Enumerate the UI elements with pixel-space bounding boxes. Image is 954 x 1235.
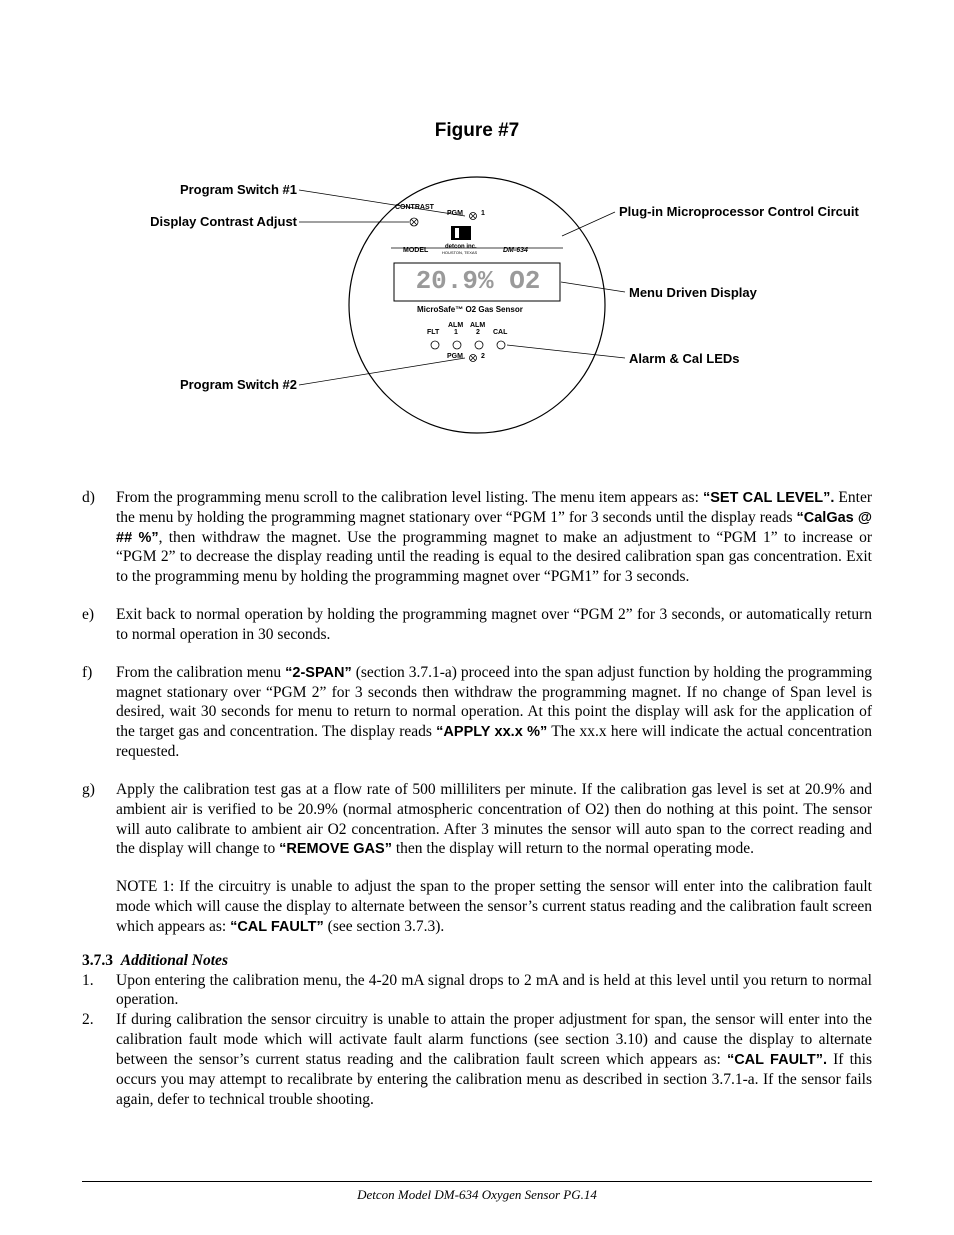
bold-text: “APPLY xx.x %” bbox=[436, 724, 547, 740]
label-alm2b: 2 bbox=[476, 329, 480, 336]
callout-plugin-circuit: Plug-in Microprocessor Control Circuit bbox=[619, 204, 859, 219]
item-f: f) From the calibration menu “2-SPAN” (s… bbox=[82, 663, 872, 762]
bold-text: “SET CAL LEVEL”. bbox=[703, 490, 834, 506]
bold-text: “CAL FAULT” bbox=[230, 919, 324, 935]
callout-prog-switch-1: Program Switch #1 bbox=[139, 182, 297, 197]
label-pgm1: PGM bbox=[447, 210, 463, 217]
text: (see section 3.7.3). bbox=[324, 918, 445, 935]
item-marker: d) bbox=[82, 488, 116, 587]
item-d: d) From the programming menu scroll to t… bbox=[82, 488, 872, 587]
note-1: NOTE 1: If the circuitry is unable to ad… bbox=[116, 877, 872, 936]
item-content: Exit back to normal operation by holding… bbox=[116, 605, 872, 645]
device-diagram: Program Switch #1 Display Contrast Adjus… bbox=[147, 148, 807, 448]
note-item-1: 1. Upon entering the calibration menu, t… bbox=[82, 971, 872, 1011]
section-heading: 3.7.3 Additional Notes bbox=[82, 951, 872, 971]
label-model-no: DM-634 bbox=[503, 247, 528, 254]
page-footer: Detcon Model DM-634 Oxygen Sensor PG.14 bbox=[82, 1181, 872, 1203]
text: Upon entering the calibration menu, the … bbox=[116, 972, 872, 1009]
label-pgm2-n: 2 bbox=[481, 353, 485, 360]
callout-menu-display: Menu Driven Display bbox=[629, 285, 757, 300]
label-contrast: CONTRAST bbox=[395, 204, 434, 211]
item-content: If during calibration the sensor circuit… bbox=[116, 1010, 872, 1109]
text: Exit back to normal operation by holding… bbox=[116, 606, 872, 643]
text: , then withdraw the magnet. Use the prog… bbox=[116, 529, 872, 586]
text: From the programming menu scroll to the … bbox=[116, 489, 703, 506]
label-alm1a: ALM bbox=[448, 322, 463, 329]
label-alm1b: 1 bbox=[454, 329, 458, 336]
bold-text: “2-SPAN” bbox=[285, 665, 352, 681]
callout-prog-switch-2: Program Switch #2 bbox=[139, 377, 297, 392]
label-pgm1-n: 1 bbox=[481, 210, 485, 217]
bold-text: “CAL FAULT”. bbox=[727, 1052, 827, 1068]
item-g: g) Apply the calibration test gas at a f… bbox=[82, 780, 872, 937]
callout-alarm-leds: Alarm & Cal LEDs bbox=[629, 351, 740, 366]
text: From the calibration menu bbox=[116, 664, 285, 681]
item-content: Upon entering the calibration menu, the … bbox=[116, 971, 872, 1011]
item-e: e) Exit back to normal operation by hold… bbox=[82, 605, 872, 645]
lcd-reading: 20.9% O2 bbox=[393, 266, 563, 296]
label-flt: FLT bbox=[427, 329, 439, 336]
item-content: From the calibration menu “2-SPAN” (sect… bbox=[116, 663, 872, 762]
label-model: MODEL bbox=[403, 247, 428, 254]
note-item-2: 2. If during calibration the sensor circ… bbox=[82, 1010, 872, 1109]
figure-title: Figure #7 bbox=[82, 120, 872, 142]
label-brand2: HOUSTON, TEXAS bbox=[442, 250, 477, 255]
text: then the display will return to the norm… bbox=[392, 840, 754, 857]
section-title: Additional Notes bbox=[121, 952, 228, 969]
label-pgm2: PGM bbox=[447, 353, 463, 360]
item-marker: 2. bbox=[82, 1010, 116, 1109]
label-alm2a: ALM bbox=[470, 322, 485, 329]
item-marker: e) bbox=[82, 605, 116, 645]
bold-text: “REMOVE GAS” bbox=[279, 841, 392, 857]
label-cal: CAL bbox=[493, 329, 507, 336]
item-marker: 1. bbox=[82, 971, 116, 1011]
item-content: From the programming menu scroll to the … bbox=[116, 488, 872, 587]
procedure-list: d) From the programming menu scroll to t… bbox=[82, 488, 872, 1109]
item-marker: g) bbox=[82, 780, 116, 937]
item-content: Apply the calibration test gas at a flow… bbox=[116, 780, 872, 937]
label-sensor: MicroSafe™ O2 Gas Sensor bbox=[417, 305, 523, 314]
item-marker: f) bbox=[82, 663, 116, 762]
figure-7: Figure #7 bbox=[82, 120, 872, 448]
callout-contrast-adjust: Display Contrast Adjust bbox=[139, 214, 297, 229]
section-number: 3.7.3 bbox=[82, 952, 113, 969]
